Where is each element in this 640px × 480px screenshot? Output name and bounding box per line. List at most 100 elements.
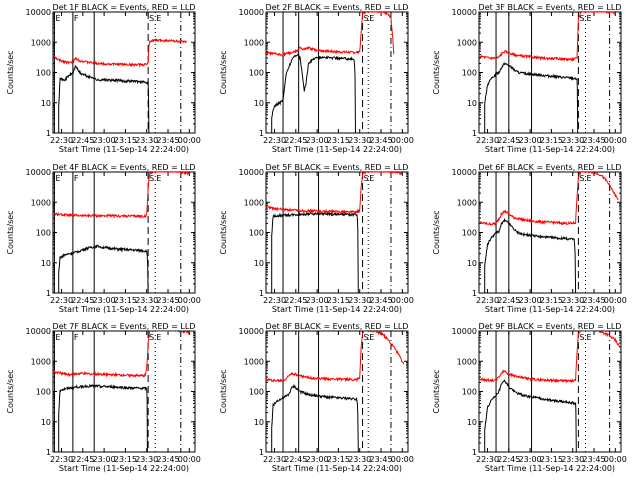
series-events <box>266 383 359 452</box>
series-events <box>479 379 577 452</box>
x-tick-label: 23:30 <box>561 136 584 145</box>
panel-8: Det 8F BLACK = Events, RED = LLD 1 10 100 10… <box>219 322 414 473</box>
panel-title: Det 1F BLACK = Events, RED = LLD <box>53 3 196 12</box>
x-tick-label: 23:15 <box>327 296 350 305</box>
x-tick-label: 23:45 <box>582 455 605 464</box>
series-lld <box>53 172 190 220</box>
panel-title: Det 2F BLACK = Events, RED = LLD <box>266 3 409 12</box>
panel-title: Det 4F BLACK = Events, RED = LLD <box>53 163 196 172</box>
x-tick-label: 23:45 <box>369 136 392 145</box>
y-tick-label: 100 <box>36 69 51 78</box>
marker-label: E <box>156 174 161 183</box>
series-events <box>479 61 579 133</box>
series-lld <box>479 12 616 63</box>
y-tick-label: 1 <box>46 129 51 138</box>
plot-frame <box>52 11 196 134</box>
marker-label: E <box>55 14 60 23</box>
x-tick-label: 00:00 <box>178 455 201 464</box>
y-tick-label: 1000 <box>244 38 264 47</box>
x-tick-label: 23:15 <box>540 136 563 145</box>
y-tick-label: 1 <box>46 448 51 457</box>
x-tick-label: 23:00 <box>93 296 116 305</box>
marker-label: S <box>149 333 154 342</box>
x-tick-label: 23:30 <box>135 136 158 145</box>
x-tick-label: 23:30 <box>348 136 371 145</box>
y-tick-label: 1000 <box>457 357 477 366</box>
x-tick-label: 23:00 <box>519 455 542 464</box>
y-tick-label: 1 <box>259 448 264 457</box>
x-tick-label: 00:00 <box>391 455 414 464</box>
y-tick-label: 100 <box>36 388 51 397</box>
y-tick-label: 10 <box>254 418 264 427</box>
panel-9: Det 9F BLACK = Events, RED = LLD 1 10 100 10… <box>432 322 627 473</box>
x-tick-label: 22:30 <box>476 455 499 464</box>
y-tick-label: 10000 <box>239 8 264 17</box>
y-axis-label: Counts/sec <box>219 210 228 254</box>
x-axis-label: Start Time (11-Sep-14 22:24:00) <box>272 464 402 473</box>
x-tick-label: 23:45 <box>369 455 392 464</box>
y-tick-label: 10000 <box>452 327 477 336</box>
series-events <box>266 53 356 133</box>
y-tick-label: 10000 <box>26 8 51 17</box>
y-axis-label: Counts/sec <box>432 50 441 94</box>
x-tick-label: 23:00 <box>306 455 329 464</box>
marker-label: E <box>369 333 374 342</box>
series-lld <box>53 331 190 379</box>
y-tick-label: 1000 <box>457 198 477 207</box>
series-events <box>53 383 148 452</box>
y-tick-label: 100 <box>249 69 264 78</box>
y-tick-label: 100 <box>249 388 264 397</box>
x-tick-label: 23:30 <box>135 296 158 305</box>
y-tick-label: 10000 <box>452 8 477 17</box>
y-tick-label: 100 <box>36 229 51 238</box>
series-lld <box>266 12 395 58</box>
y-tick-label: 1 <box>472 289 477 298</box>
x-tick-label: 22:45 <box>71 136 94 145</box>
marker-label: S <box>364 14 369 23</box>
x-axis-label: Start Time (11-Sep-14 22:24:00) <box>59 145 189 154</box>
panel-title: Det 7F BLACK = Events, RED = LLD <box>53 322 196 331</box>
x-tick-label: 23:30 <box>348 455 371 464</box>
x-tick-label: 23:45 <box>156 296 179 305</box>
y-tick-label: 1000 <box>31 198 51 207</box>
x-tick-label: 23:15 <box>114 136 137 145</box>
panel-5: Det 5F BLACK = Events, RED = LLD 1 10 100 10… <box>219 163 414 314</box>
x-axis-label: Start Time (11-Sep-14 22:24:00) <box>485 145 615 154</box>
marker-label: E <box>587 14 592 23</box>
x-tick-label: 00:00 <box>604 296 627 305</box>
y-tick-label: 100 <box>462 229 477 238</box>
x-tick-label: 22:45 <box>497 136 520 145</box>
x-tick-label: 22:45 <box>497 296 520 305</box>
series-lld <box>53 38 187 68</box>
x-tick-label: 23:30 <box>348 296 371 305</box>
series-events <box>266 211 359 293</box>
y-tick-label: 1 <box>259 289 264 298</box>
x-tick-label: 23:30 <box>561 455 584 464</box>
plot-frame <box>478 171 622 294</box>
y-tick-label: 1000 <box>244 357 264 366</box>
x-tick-label: 00:00 <box>604 455 627 464</box>
plot-frame <box>478 11 622 134</box>
marker-label: S <box>149 174 154 183</box>
plot-frame <box>52 330 196 453</box>
x-tick-label: 23:45 <box>582 296 605 305</box>
panel-title: Det 9F BLACK = Events, RED = LLD <box>479 322 622 331</box>
series-lld <box>266 172 403 215</box>
panel-title: Det 6F BLACK = Events, RED = LLD <box>479 163 622 172</box>
x-tick-label: 22:45 <box>71 455 94 464</box>
x-axis-label: Start Time (11-Sep-14 22:24:00) <box>272 305 402 314</box>
x-axis-label: Start Time (11-Sep-14 22:24:00) <box>485 305 615 314</box>
y-axis-label: Counts/sec <box>432 210 441 254</box>
x-tick-label: 23:30 <box>135 455 158 464</box>
y-axis-label: Counts/sec <box>6 210 15 254</box>
y-tick-label: 10 <box>467 99 477 108</box>
x-tick-label: 22:30 <box>263 136 286 145</box>
y-tick-label: 10 <box>467 418 477 427</box>
y-tick-label: 10000 <box>239 327 264 336</box>
x-tick-label: 23:00 <box>306 296 329 305</box>
y-tick-label: 10 <box>41 99 51 108</box>
x-axis-label: Start Time (11-Sep-14 22:24:00) <box>59 305 189 314</box>
y-tick-label: 10000 <box>239 168 264 177</box>
y-tick-label: 1 <box>46 289 51 298</box>
panel-title: Det 8F BLACK = Events, RED = LLD <box>266 322 409 331</box>
